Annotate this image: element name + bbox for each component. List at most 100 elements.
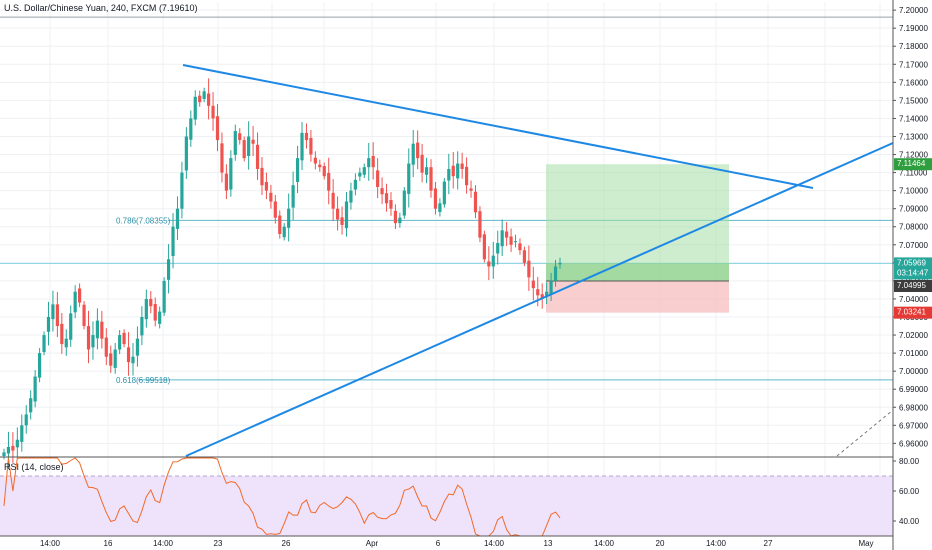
- candle-body: [340, 217, 344, 225]
- candle-body: [11, 445, 15, 451]
- candle-body: [207, 93, 211, 106]
- rsi-tick-label: 80.00: [899, 457, 920, 466]
- candle-body: [69, 313, 73, 340]
- candle-body: [482, 234, 486, 260]
- candle-body: [536, 289, 540, 296]
- time-tick-label: 14:00: [594, 539, 615, 548]
- entry-price-badge: [894, 279, 932, 292]
- candle-body: [140, 317, 144, 336]
- candle-body: [153, 304, 157, 321]
- candle-body: [260, 167, 264, 186]
- candle-body: [2, 452, 6, 456]
- symbol-title: U.S. Dollar/Chinese Yuan, 240, FXCM: [4, 3, 157, 13]
- candle-body: [433, 188, 438, 209]
- time-tick-label: 16: [104, 539, 113, 548]
- target-price-badge-text: 7.11464: [897, 159, 926, 168]
- candle-body: [464, 166, 469, 186]
- candle-body: [211, 105, 215, 119]
- price-tick-label: 6.96000: [899, 439, 928, 448]
- candle-body: [193, 96, 197, 120]
- candle-body: [20, 425, 24, 442]
- price-tick-label: 7.02000: [899, 331, 928, 340]
- candle-body: [491, 255, 495, 267]
- candle-body: [522, 250, 527, 263]
- time-tick-label: Apr: [366, 539, 379, 548]
- candle-body: [291, 185, 295, 208]
- current-price-badge: [894, 257, 932, 280]
- candle-body: [198, 95, 202, 103]
- candle-body: [376, 170, 380, 188]
- price-tick-label: 7.09000: [899, 205, 928, 214]
- stop-price-badge: [894, 306, 932, 319]
- current-price-badge-text: 03:14:47: [897, 268, 929, 277]
- candle-body: [171, 226, 175, 256]
- price-tick-label: 7.01000: [899, 349, 928, 358]
- candle-body: [242, 140, 246, 159]
- candle-body: [407, 163, 411, 194]
- candle-body: [175, 208, 180, 229]
- target-zone: [546, 164, 729, 281]
- time-tick-label: 13: [544, 539, 553, 548]
- candle-body: [122, 332, 126, 345]
- candle-body: [496, 242, 500, 254]
- candle-body: [162, 280, 166, 313]
- candle-body: [469, 188, 473, 191]
- candle-body: [278, 215, 282, 234]
- candle-body: [473, 191, 478, 213]
- candle-body: [505, 231, 509, 238]
- candle-body: [304, 132, 309, 141]
- rsi-line: [3, 457, 561, 537]
- price-tick-label: 7.17000: [899, 60, 928, 69]
- candle-body: [362, 167, 366, 175]
- candle-body: [420, 154, 424, 173]
- candle-body: [545, 291, 549, 296]
- candle-body: [158, 311, 162, 324]
- time-tick-label: 26: [282, 539, 291, 548]
- fib-0786-label: 0.786(7.08355): [116, 216, 171, 225]
- rsi-tick-label: 60.00: [899, 487, 920, 496]
- candle-body: [349, 190, 353, 203]
- price-tick-label: 6.97000: [899, 421, 928, 430]
- candle-body: [180, 172, 184, 209]
- candle-body: [100, 321, 104, 339]
- candle-body: [202, 91, 206, 99]
- candle-body: [549, 280, 553, 294]
- time-tick-label: 14:00: [484, 539, 505, 548]
- candle-body: [233, 131, 237, 155]
- time-tick-label: 14:00: [40, 539, 61, 548]
- candle-body: [6, 446, 11, 454]
- price-tick-label: 7.04000: [899, 295, 928, 304]
- candle-body: [29, 398, 33, 413]
- grid: [0, 2, 893, 536]
- price-tick-label: 7.18000: [899, 42, 928, 51]
- price-tick-label: 7.13000: [899, 132, 928, 141]
- candle-body: [358, 172, 362, 177]
- candle-body: [353, 179, 357, 190]
- candle-body: [215, 116, 220, 141]
- candle-body: [295, 158, 300, 182]
- candle-body: [429, 167, 433, 191]
- candle-body: [42, 335, 46, 353]
- candle-body: [220, 143, 224, 173]
- candle-body: [126, 347, 131, 363]
- candle-body: [322, 166, 326, 177]
- candle-body: [37, 353, 42, 378]
- price-tick-label: 7.00000: [899, 367, 928, 376]
- candle-body: [558, 262, 562, 265]
- time-tick-label: 6: [436, 539, 441, 548]
- candle-body: [371, 155, 375, 168]
- candle-body: [327, 172, 331, 191]
- candle-body: [344, 201, 349, 229]
- candle-body: [238, 133, 242, 141]
- candle-body: [229, 158, 233, 190]
- rsi-band: [0, 476, 893, 536]
- candle-body: [282, 226, 286, 238]
- candle-body: [318, 164, 322, 168]
- price-tick-label: 7.11000: [899, 169, 928, 178]
- candle-body: [411, 143, 415, 165]
- candle-body: [384, 193, 389, 204]
- candle-body: [15, 439, 19, 448]
- lower-trendline: [185, 142, 894, 457]
- time-tick-label: 14:00: [153, 539, 174, 548]
